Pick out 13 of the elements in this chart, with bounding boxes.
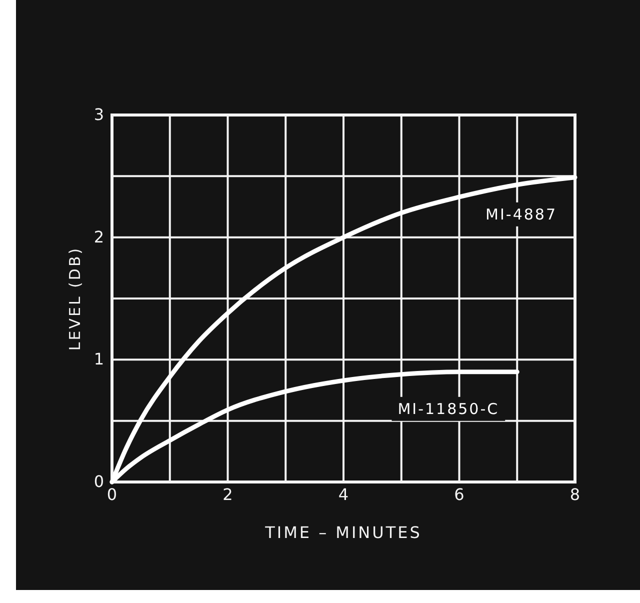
x-axis-title: TIME – MINUTES — [264, 523, 422, 542]
y-tick-label: 2 — [94, 227, 104, 246]
series-label: MI-4887 — [486, 205, 557, 224]
x-tick-label: 8 — [570, 485, 580, 504]
x-tick-label: 4 — [338, 485, 349, 504]
y-axis-title: LEVEL (DB) — [66, 246, 84, 351]
y-tick-label: 0 — [94, 472, 104, 491]
y-tick-label: 1 — [94, 350, 104, 369]
y-tick-label: 3 — [94, 105, 104, 124]
x-tick-label: 6 — [454, 485, 464, 504]
x-tick-label: 2 — [222, 485, 233, 504]
x-tick-label: 0 — [106, 485, 118, 504]
series-label: MI-11850-C — [398, 400, 500, 418]
